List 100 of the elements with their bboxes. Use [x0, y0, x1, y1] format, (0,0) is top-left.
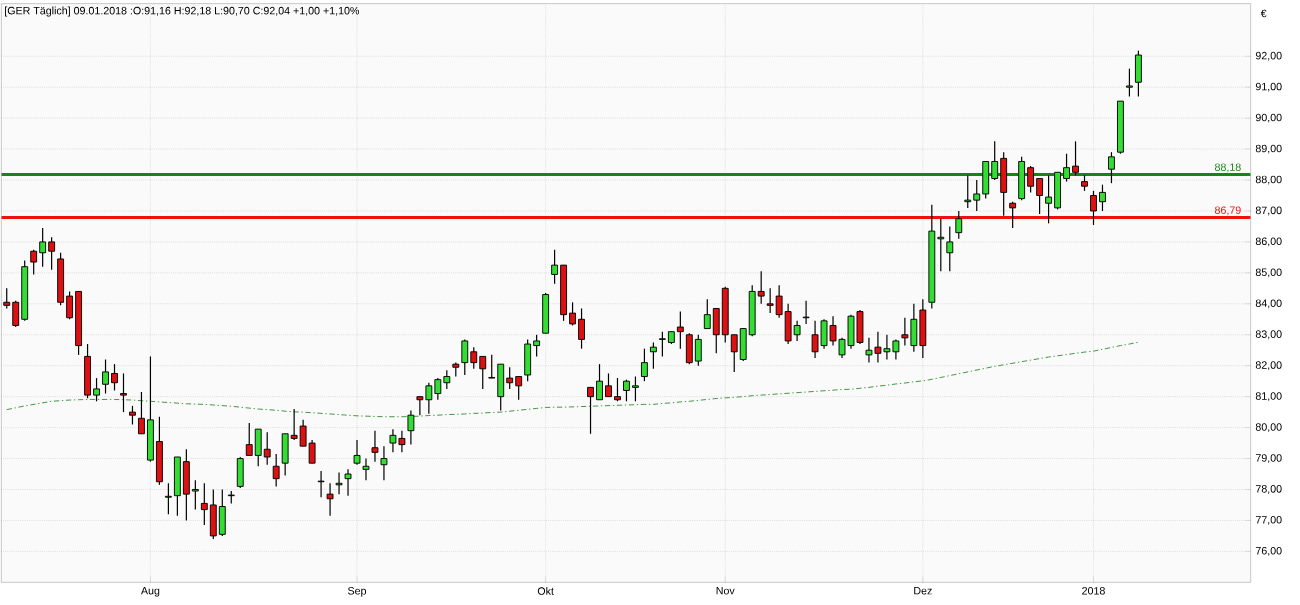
candlestick	[443, 369, 451, 390]
y-tick-label: 88,00	[1255, 175, 1282, 185]
candlestick	[488, 354, 496, 379]
candlestick	[614, 377, 621, 402]
x-tick-label: Dez	[914, 587, 932, 595]
candlestick	[1125, 68, 1133, 98]
candlestick	[362, 457, 370, 481]
candlestick	[578, 307, 585, 350]
x-tick-label: Aug	[140, 587, 160, 597]
candlestick	[1036, 177, 1044, 215]
candlestick	[973, 179, 981, 212]
chart-title: [GER Täglich] 09.01.2018 :O:91,16 H:92,18 L:90,70 C:92,04 +1,00 +1,10%	[5, 6, 360, 17]
candlestick	[425, 382, 433, 415]
candlestick	[335, 471, 343, 495]
candlestick	[30, 249, 38, 276]
x-tick-label: Okt	[537, 587, 554, 595]
candlestick	[551, 249, 559, 285]
candlestick	[802, 300, 810, 325]
candlestick	[703, 298, 711, 330]
candlestick	[407, 409, 415, 446]
y-tick-label: 79,00	[1255, 454, 1282, 463]
candlestick	[1099, 184, 1106, 212]
y-tick-label: 83,00	[1255, 330, 1282, 340]
candlestick	[263, 431, 271, 466]
candlestick	[3, 287, 11, 310]
candlestick	[129, 405, 136, 426]
y-tick-label: 77,00	[1255, 516, 1282, 525]
candlestick	[191, 479, 199, 511]
candlestick	[623, 379, 630, 402]
candlestick	[1090, 190, 1097, 226]
candlestick	[434, 377, 442, 401]
y-tick-label: 81,00	[1255, 392, 1282, 402]
candlestick	[775, 284, 783, 319]
y-tick-label: 86,00	[1255, 237, 1282, 247]
y-tick-label: 89,00	[1255, 144, 1282, 154]
candlestick	[658, 331, 666, 358]
y-tick-label: 80,00	[1255, 423, 1282, 432]
candlestick	[344, 468, 352, 497]
candlestick	[470, 346, 478, 370]
x-tick-label: Sep	[348, 587, 367, 597]
y-tick-label: 76,00	[1255, 546, 1282, 556]
candlestick	[1072, 140, 1079, 176]
y-tick-label: 91,00	[1255, 82, 1282, 92]
y-tick-label: 82,00	[1255, 361, 1282, 371]
candlestick	[39, 227, 47, 268]
candlestick	[506, 366, 514, 390]
y-tick-label: 84,00	[1255, 299, 1282, 309]
x-tick-label: Nov	[716, 587, 735, 595]
candlestick	[200, 482, 208, 526]
candlestick	[1045, 174, 1053, 224]
candlestick	[694, 334, 702, 367]
candlestick	[326, 482, 334, 517]
candlestick	[955, 210, 963, 240]
candlestick	[353, 439, 361, 466]
y-tick-label: 85,00	[1255, 268, 1282, 278]
x-tick-label: 2018	[1082, 587, 1105, 595]
candlestick	[317, 470, 325, 498]
candlestick	[48, 236, 56, 271]
candlestick	[1009, 201, 1017, 229]
candlestick	[632, 375, 639, 402]
candlestick	[102, 358, 109, 395]
candlestick	[164, 482, 172, 515]
candlestick	[766, 287, 774, 314]
candlestick	[757, 270, 765, 305]
candlestick	[371, 430, 379, 463]
y-tick-label: 87,00	[1255, 206, 1282, 216]
candlestick	[596, 363, 603, 401]
candlestick	[1063, 153, 1070, 183]
candlestick	[479, 355, 487, 390]
candlestick	[12, 300, 20, 328]
y-tick-label: 78,00	[1255, 485, 1282, 494]
candlestick	[120, 372, 127, 413]
candlestick	[515, 375, 523, 401]
ref-line-label: 88,18	[1214, 163, 1241, 173]
candlestick	[461, 338, 469, 376]
candlestick	[730, 334, 738, 373]
candlestick	[1027, 165, 1035, 194]
text: €	[1260, 9, 1267, 18]
candlestick	[640, 348, 648, 382]
candlestick	[676, 310, 684, 350]
candlestick	[380, 445, 388, 481]
y-tick-label: 92,00	[1255, 51, 1282, 61]
candlestick	[946, 225, 954, 272]
candlestick	[290, 408, 298, 441]
y-tick-label: 90,00	[1255, 113, 1282, 123]
ref-line-label: 86,79	[1214, 206, 1241, 216]
candlestick	[1108, 151, 1115, 184]
candlestick	[605, 372, 612, 398]
candlestick	[649, 341, 657, 370]
candlestick	[245, 422, 253, 457]
candlestick	[138, 391, 145, 435]
candlestick	[93, 377, 100, 402]
candlestick	[272, 453, 280, 487]
candlestick	[416, 396, 424, 416]
candlestick	[901, 317, 909, 347]
candlestick	[111, 363, 118, 392]
candlestick	[533, 334, 541, 358]
candlestick	[66, 290, 74, 320]
candlestick	[991, 140, 999, 181]
candlestick	[587, 386, 594, 435]
